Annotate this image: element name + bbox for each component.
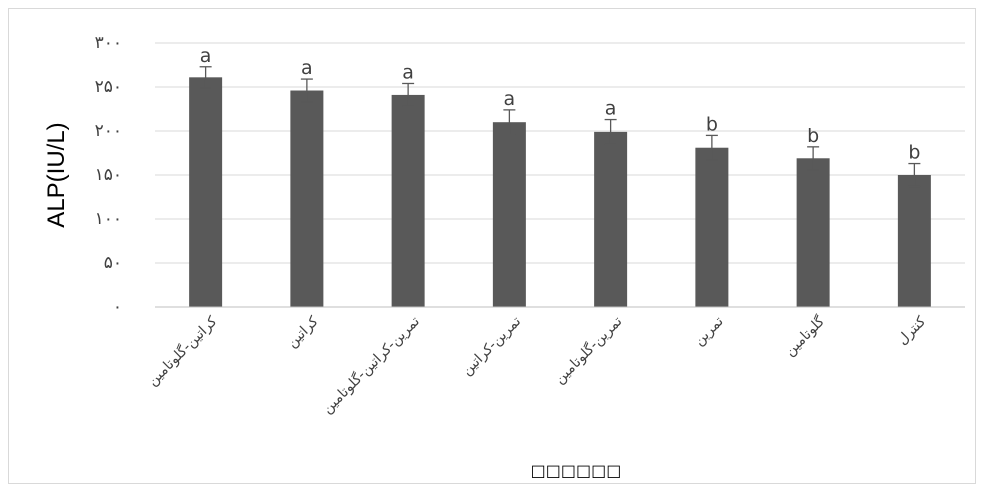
error-bar [300,78,313,103]
bar [897,175,931,307]
error-bars [199,66,921,188]
y-tick-labels: ۰ ۵۰ ۱۰۰ ۱۵۰ ۲۰۰ ۲۵۰ ۳۰۰ [95,33,122,317]
x-tick-label: گلوتامین [781,313,828,360]
bar [796,158,830,307]
error-bar [604,118,617,145]
x-tick-label: کراتین-گلوتامین [144,313,221,390]
bar [492,122,526,307]
x-tick-label: تمرین-کراتین-گلوتامین [319,313,423,417]
x-axis-label: □□□□□□ [531,461,622,480]
bar [594,131,628,307]
y-tick-label: ۲۵۰ [95,77,122,97]
y-axis-label: ALP(IU/L) [43,122,70,227]
x-tick-label: تمرین [691,313,727,349]
x-tick-label: کنترل [895,313,930,348]
error-bar [402,82,415,108]
bar [290,90,324,308]
y-tick-label: ۲۰۰ [95,121,122,141]
x-tick-label: کراتین [284,313,322,351]
error-bar [199,66,212,89]
significance-letter: a [504,88,516,110]
significance-letter: a [200,45,212,67]
significance-letter: b [706,113,718,135]
significance-letters: a a a a a b b b [200,45,921,164]
y-tick-label: ۱۵۰ [95,165,122,185]
x-tick-labels: کراتین-گلوتامین کراتینتمرین-کراتین-گلوتام… [144,313,929,418]
significance-letter: a [605,98,617,120]
significance-letter: a [402,61,414,83]
error-bar [807,146,820,171]
significance-letter: b [908,142,920,164]
bar [189,77,223,307]
significance-letter: a [301,57,313,79]
error-bar [705,134,718,161]
significance-letter: b [807,125,819,147]
x-tick-label: تمرین-گلوتامین [551,313,626,388]
bar [391,94,425,307]
y-tick-label: ۰ [113,297,122,317]
y-tick-label: ۵۰ [104,253,122,273]
y-tick-label: ۳۰۰ [95,33,122,53]
error-bar [908,162,921,188]
x-tick-label: تمرین-کراتین [459,313,524,378]
error-bar [503,109,516,136]
y-tick-label: ۱۰۰ [95,209,122,229]
bar [695,147,729,307]
bars [189,77,931,308]
gridlines [155,42,965,264]
